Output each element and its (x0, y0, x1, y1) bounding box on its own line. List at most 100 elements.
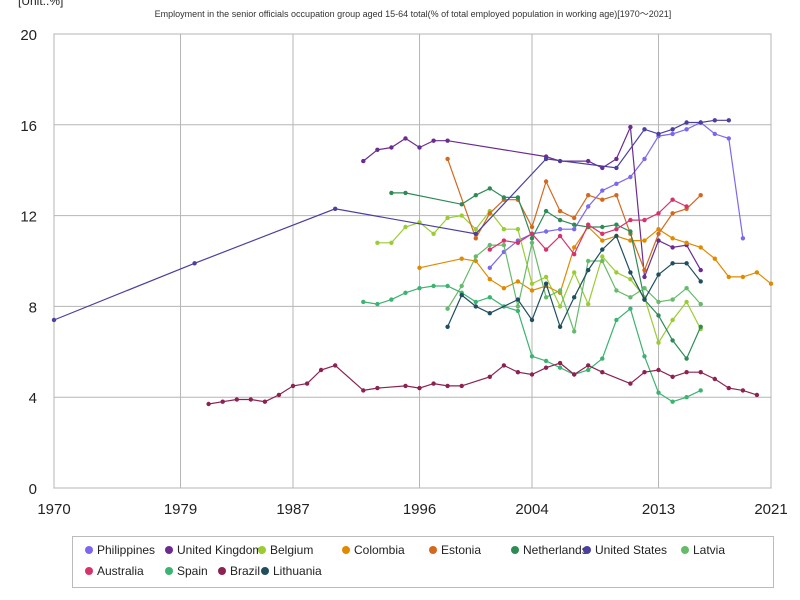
data-point-netherlands[interactable] (515, 195, 521, 200)
data-point-brazil[interactable] (557, 360, 563, 366)
data-point-belgium[interactable] (529, 281, 535, 286)
data-point-estonia[interactable] (529, 224, 535, 230)
data-point-netherlands[interactable] (614, 222, 619, 227)
data-point-netherlands[interactable] (403, 190, 408, 196)
data-point-brazil[interactable] (642, 370, 647, 375)
data-point-lithuania[interactable] (642, 297, 647, 302)
data-point-spain[interactable] (670, 399, 675, 404)
data-point-united-states[interactable] (333, 206, 338, 211)
data-point-belgium[interactable] (557, 304, 563, 309)
data-point-belgium[interactable] (628, 277, 633, 282)
data-point-spain[interactable] (403, 290, 408, 295)
data-point-australia[interactable] (586, 222, 591, 227)
legend-item-australia[interactable]: Australia (85, 564, 144, 578)
data-point-united-kingdom[interactable] (642, 274, 647, 280)
data-point-latvia[interactable] (501, 242, 507, 248)
data-point-spain[interactable] (375, 301, 380, 307)
data-point-australia[interactable] (515, 240, 521, 245)
data-point-brazil[interactable] (234, 397, 239, 402)
data-point-united-states[interactable] (642, 127, 647, 132)
data-point-brazil[interactable] (262, 399, 268, 404)
data-point-united-kingdom[interactable] (656, 238, 661, 243)
data-point-spain[interactable] (600, 356, 605, 361)
data-point-latvia[interactable] (698, 301, 703, 307)
data-point-united-states[interactable] (670, 127, 675, 132)
data-point-colombia[interactable] (740, 274, 746, 280)
data-point-netherlands[interactable] (684, 356, 689, 361)
data-point-spain[interactable] (515, 308, 521, 314)
data-point-colombia[interactable] (656, 227, 661, 232)
data-point-latvia[interactable] (600, 258, 605, 264)
data-point-united-states[interactable] (698, 120, 703, 125)
data-point-australia[interactable] (572, 252, 577, 257)
data-point-brazil[interactable] (318, 367, 324, 373)
data-point-brazil[interactable] (276, 392, 282, 398)
legend-item-brazil[interactable]: Brazil (218, 564, 260, 578)
legend-item-philippines[interactable]: Philippines (85, 543, 155, 557)
data-point-latvia[interactable] (628, 295, 633, 300)
data-point-lithuania[interactable] (445, 324, 450, 329)
data-point-united-kingdom[interactable] (445, 138, 450, 143)
data-point-latvia[interactable] (543, 295, 549, 300)
data-point-philippines[interactable] (628, 174, 633, 180)
data-point-estonia[interactable] (642, 267, 647, 273)
data-point-australia[interactable] (557, 233, 563, 239)
data-point-brazil[interactable] (459, 383, 464, 389)
data-point-estonia[interactable] (473, 236, 478, 241)
legend-item-united-states[interactable]: United States (583, 543, 667, 557)
data-point-netherlands[interactable] (600, 224, 605, 230)
data-point-lithuania[interactable] (515, 297, 521, 302)
data-point-latvia[interactable] (487, 242, 492, 248)
data-point-united-states[interactable] (656, 131, 661, 137)
data-point-belgium[interactable] (600, 254, 605, 259)
data-point-united-states[interactable] (51, 317, 57, 323)
legend-item-latvia[interactable]: Latvia (681, 543, 725, 557)
data-point-netherlands[interactable] (572, 222, 577, 227)
data-point-belgium[interactable] (572, 270, 577, 275)
data-point-brazil[interactable] (754, 392, 760, 398)
data-point-brazil[interactable] (628, 381, 633, 386)
data-point-belgium[interactable] (684, 299, 689, 305)
data-point-brazil[interactable] (726, 385, 731, 391)
data-point-colombia[interactable] (501, 286, 507, 291)
data-point-estonia[interactable] (557, 208, 563, 214)
data-point-colombia[interactable] (670, 236, 675, 241)
data-point-philippines[interactable] (586, 204, 591, 209)
data-point-spain[interactable] (361, 299, 366, 305)
data-point-spain[interactable] (642, 354, 647, 359)
data-point-belgium[interactable] (473, 227, 478, 232)
data-point-colombia[interactable] (417, 265, 422, 270)
legend-item-united-kingdom[interactable]: United Kingdom (165, 543, 262, 557)
data-point-philippines[interactable] (670, 131, 675, 137)
data-point-netherlands[interactable] (473, 193, 478, 198)
data-point-lithuania[interactable] (487, 311, 492, 316)
data-point-united-states[interactable] (473, 231, 478, 236)
data-point-netherlands[interactable] (656, 313, 661, 318)
data-point-spain[interactable] (529, 354, 535, 359)
data-point-spain[interactable] (431, 283, 436, 289)
data-point-lithuania[interactable] (614, 233, 619, 239)
data-point-spain[interactable] (557, 365, 563, 370)
data-point-spain[interactable] (614, 317, 619, 323)
data-point-brazil[interactable] (684, 370, 689, 375)
data-point-philippines[interactable] (712, 131, 717, 137)
data-point-spain[interactable] (698, 388, 703, 393)
legend-item-spain[interactable]: Spain (165, 564, 208, 578)
data-point-brazil[interactable] (417, 385, 422, 391)
data-point-estonia[interactable] (698, 193, 703, 198)
data-point-netherlands[interactable] (557, 217, 563, 223)
data-point-australia[interactable] (656, 211, 661, 216)
data-point-philippines[interactable] (572, 227, 577, 232)
data-point-colombia[interactable] (600, 238, 605, 243)
data-point-australia[interactable] (600, 231, 605, 236)
data-point-brazil[interactable] (445, 383, 450, 389)
legend-item-colombia[interactable]: Colombia (342, 543, 405, 557)
data-point-brazil[interactable] (487, 374, 492, 379)
data-point-belgium[interactable] (515, 227, 521, 232)
data-point-lithuania[interactable] (600, 247, 605, 252)
data-point-united-states[interactable] (543, 156, 549, 162)
legend-item-belgium[interactable]: Belgium (258, 543, 313, 557)
data-point-latvia[interactable] (684, 286, 689, 291)
data-point-latvia[interactable] (614, 288, 619, 293)
data-point-brazil[interactable] (375, 385, 380, 391)
